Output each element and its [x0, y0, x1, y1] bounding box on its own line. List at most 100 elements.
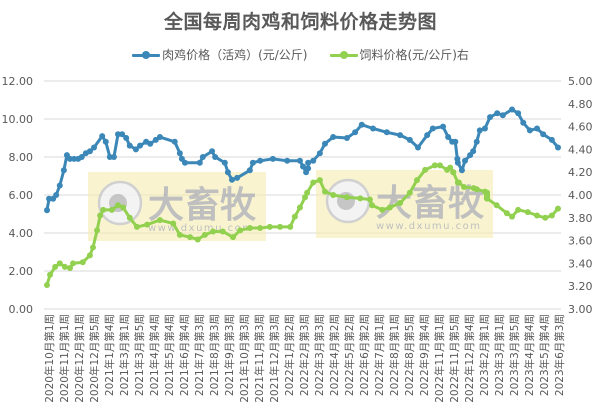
data-point[interactable] [296, 204, 303, 211]
data-point[interactable] [499, 112, 506, 119]
data-point[interactable] [386, 204, 393, 211]
data-point[interactable] [89, 244, 96, 251]
data-point[interactable] [44, 207, 50, 214]
data-point[interactable] [249, 159, 256, 166]
data-point[interactable] [470, 148, 477, 155]
data-point[interactable] [194, 236, 201, 243]
data-point[interactable] [406, 136, 413, 143]
data-point[interactable] [540, 131, 547, 138]
data-point[interactable] [316, 150, 323, 157]
data-point[interactable] [447, 164, 454, 171]
data-point[interactable] [78, 154, 85, 160]
data-point[interactable] [454, 159, 461, 166]
data-point[interactable] [126, 214, 133, 221]
data-point[interactable] [358, 121, 365, 128]
data-point[interactable] [52, 263, 59, 270]
data-point[interactable] [370, 125, 377, 132]
data-point[interactable] [352, 129, 359, 136]
data-point[interactable] [123, 135, 130, 141]
data-point[interactable] [237, 227, 244, 234]
data-point[interactable] [79, 259, 86, 266]
data-point[interactable] [455, 179, 462, 186]
data-point[interactable] [287, 223, 294, 230]
data-point[interactable] [126, 142, 133, 149]
data-point[interactable] [515, 206, 522, 213]
data-point[interactable] [524, 209, 531, 216]
data-point[interactable] [321, 140, 328, 147]
data-point[interactable] [171, 138, 178, 145]
data-point[interactable] [181, 159, 188, 166]
data-point[interactable] [555, 205, 561, 212]
legend-item-chicken-price[interactable]: 肉鸡价格（活鸡）(元/公斤) [132, 46, 308, 63]
data-point[interactable] [219, 228, 226, 235]
data-point[interactable] [413, 177, 420, 184]
data-point[interactable] [86, 252, 93, 259]
data-point[interactable] [509, 213, 516, 220]
data-point[interactable] [330, 192, 337, 198]
data-point[interactable] [133, 223, 140, 230]
data-point[interactable] [99, 133, 106, 140]
data-point[interactable] [445, 134, 452, 141]
data-point[interactable] [277, 223, 284, 230]
data-point[interactable] [100, 206, 107, 213]
data-point[interactable] [284, 157, 291, 164]
data-point[interactable] [461, 157, 468, 164]
data-point[interactable] [102, 138, 109, 145]
data-point[interactable] [458, 167, 465, 174]
data-point[interactable] [440, 123, 447, 130]
data-point[interactable] [487, 114, 494, 121]
data-point[interactable] [493, 202, 500, 209]
data-point[interactable] [257, 225, 264, 232]
data-point[interactable] [224, 169, 231, 176]
data-point[interactable] [147, 140, 154, 147]
data-point[interactable] [196, 159, 203, 166]
data-point[interactable] [357, 195, 364, 202]
data-point[interactable] [66, 264, 73, 271]
data-point[interactable] [137, 142, 144, 149]
data-point[interactable] [60, 167, 67, 174]
data-point[interactable] [450, 169, 457, 176]
data-point[interactable] [266, 223, 273, 230]
data-point[interactable] [368, 202, 375, 209]
data-point[interactable] [302, 194, 309, 201]
data-point[interactable] [94, 227, 101, 234]
data-point[interactable] [366, 196, 373, 203]
data-point[interactable] [431, 162, 438, 169]
data-point[interactable] [119, 131, 126, 138]
data-point[interactable] [548, 136, 555, 143]
data-point[interactable] [321, 188, 328, 195]
data-point[interactable] [53, 192, 60, 198]
data-point[interactable] [246, 225, 253, 232]
legend-item-feed-price[interactable]: 饲料价格(元/公斤)右 [329, 46, 469, 63]
data-point[interactable] [343, 135, 350, 141]
data-point[interactable] [452, 138, 459, 145]
data-point[interactable] [503, 210, 510, 217]
data-point[interactable] [397, 199, 404, 206]
data-point[interactable] [305, 159, 312, 166]
data-point[interactable] [187, 234, 194, 241]
data-point[interactable] [86, 148, 93, 155]
data-point[interactable] [110, 154, 117, 160]
data-point[interactable] [555, 144, 561, 151]
data-point[interactable] [473, 186, 480, 193]
data-point[interactable] [397, 132, 404, 139]
data-point[interactable] [212, 154, 219, 160]
data-point[interactable] [230, 234, 237, 241]
data-point[interactable] [97, 212, 104, 219]
data-point[interactable] [379, 206, 386, 213]
data-point[interactable] [330, 134, 337, 141]
data-point[interactable] [257, 157, 264, 164]
data-point[interactable] [460, 184, 467, 191]
data-point[interactable] [429, 125, 436, 132]
data-point[interactable] [201, 231, 208, 238]
data-point[interactable] [221, 159, 228, 166]
data-point[interactable] [520, 119, 527, 126]
data-point[interactable] [156, 134, 163, 141]
data-point[interactable] [132, 146, 139, 153]
data-point[interactable] [108, 206, 115, 213]
data-point[interactable] [476, 127, 483, 134]
data-point[interactable] [548, 212, 555, 219]
data-point[interactable] [534, 125, 541, 132]
data-point[interactable] [515, 110, 522, 117]
data-point[interactable] [176, 231, 183, 238]
